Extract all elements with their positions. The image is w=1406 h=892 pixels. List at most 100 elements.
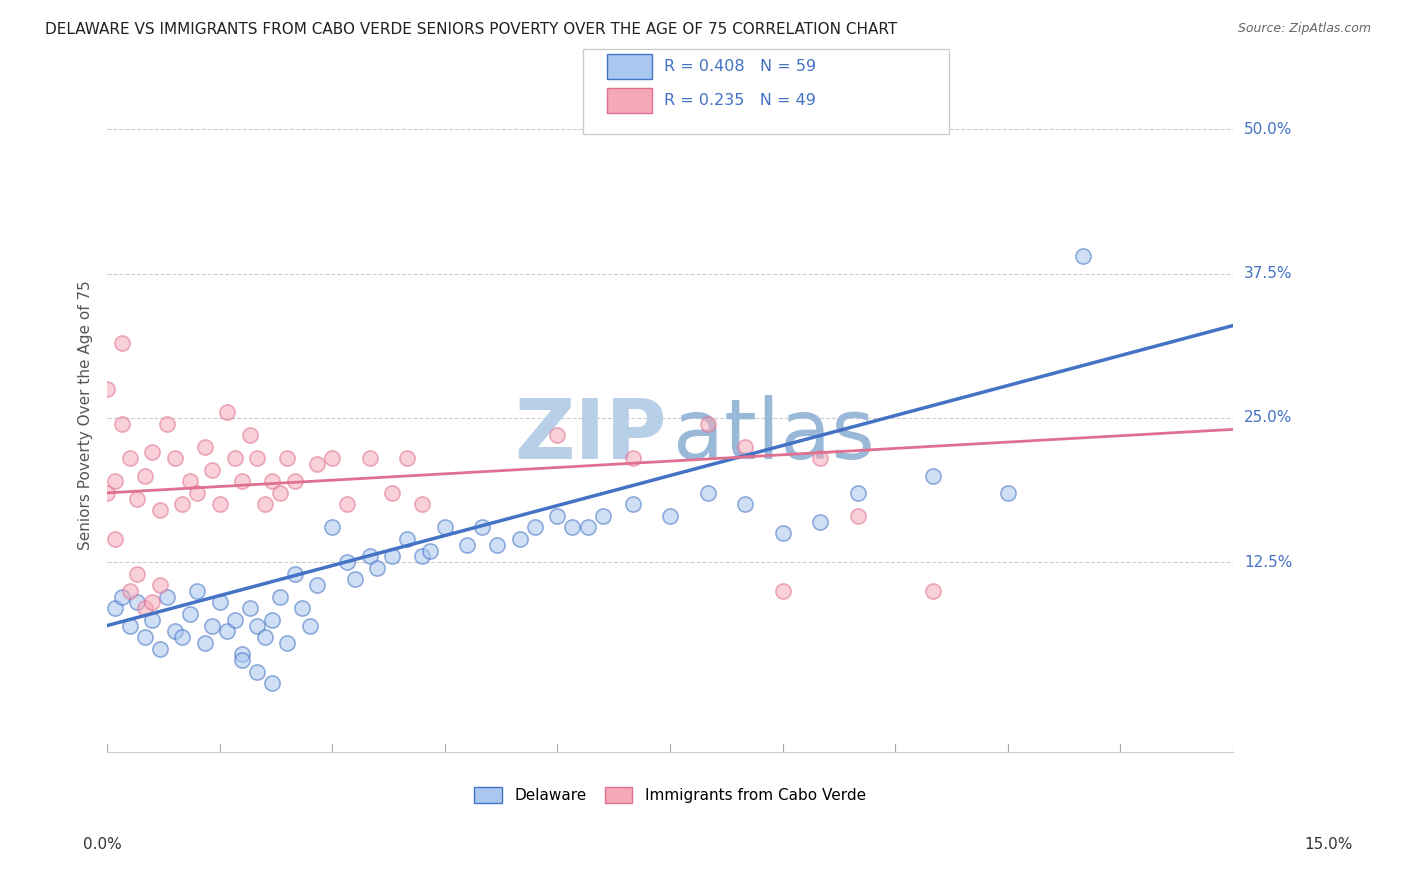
Point	[118, 618, 141, 632]
Point	[547, 428, 569, 442]
Point	[111, 590, 134, 604]
Point	[284, 475, 307, 489]
Point	[921, 468, 943, 483]
Point	[262, 676, 284, 690]
Point	[104, 475, 127, 489]
Point	[1071, 249, 1094, 263]
Point	[224, 451, 246, 466]
Text: 37.5%: 37.5%	[1244, 266, 1292, 281]
Point	[134, 468, 156, 483]
Point	[321, 520, 343, 534]
Point	[194, 440, 217, 454]
Point	[134, 601, 156, 615]
Point	[921, 583, 943, 598]
Text: atlas: atlas	[673, 395, 875, 475]
Point	[118, 451, 141, 466]
Text: Source: ZipAtlas.com: Source: ZipAtlas.com	[1237, 22, 1371, 36]
Point	[336, 497, 359, 511]
Point	[201, 618, 224, 632]
Point	[808, 515, 831, 529]
Text: ZIP: ZIP	[515, 395, 666, 475]
Point	[366, 561, 388, 575]
Point	[194, 636, 217, 650]
Point	[359, 451, 381, 466]
Point	[253, 630, 276, 644]
Point	[846, 508, 869, 523]
Point	[381, 549, 404, 564]
Point	[433, 520, 456, 534]
Text: 12.5%: 12.5%	[1244, 555, 1292, 570]
Point	[846, 486, 869, 500]
Point	[118, 583, 141, 598]
Point	[486, 538, 509, 552]
Point	[576, 520, 599, 534]
Point	[321, 451, 343, 466]
Text: DELAWARE VS IMMIGRANTS FROM CABO VERDE SENIORS POVERTY OVER THE AGE OF 75 CORREL: DELAWARE VS IMMIGRANTS FROM CABO VERDE S…	[45, 22, 897, 37]
Point	[96, 486, 118, 500]
Y-axis label: Seniors Poverty Over the Age of 75: Seniors Poverty Over the Age of 75	[79, 280, 93, 549]
Point	[997, 486, 1019, 500]
Point	[127, 595, 149, 609]
Point	[298, 618, 321, 632]
Point	[246, 451, 269, 466]
Point	[179, 607, 201, 621]
Point	[276, 451, 298, 466]
Point	[307, 457, 329, 471]
Point	[208, 595, 231, 609]
Point	[343, 573, 366, 587]
Point	[246, 618, 269, 632]
Point	[336, 555, 359, 569]
Point	[163, 624, 186, 639]
Point	[239, 601, 262, 615]
Point	[111, 335, 134, 350]
Point	[141, 445, 163, 459]
Point	[111, 417, 134, 431]
Point	[246, 665, 269, 679]
Point	[284, 566, 307, 581]
Point	[621, 497, 644, 511]
Point	[163, 451, 186, 466]
Point	[217, 624, 239, 639]
Point	[592, 508, 614, 523]
Point	[239, 428, 262, 442]
Point	[307, 578, 329, 592]
Point	[734, 440, 756, 454]
Point	[231, 653, 253, 667]
Point	[96, 382, 118, 396]
Point	[149, 641, 172, 656]
Point	[411, 497, 433, 511]
Point	[269, 590, 291, 604]
Point	[149, 503, 172, 517]
Point	[696, 417, 718, 431]
Point	[156, 590, 179, 604]
Point	[456, 538, 478, 552]
Point	[262, 613, 284, 627]
Point	[172, 630, 194, 644]
Text: 25.0%: 25.0%	[1244, 410, 1292, 425]
Point	[808, 451, 831, 466]
Text: R = 0.408   N = 59: R = 0.408 N = 59	[664, 59, 815, 74]
Point	[217, 405, 239, 419]
Point	[127, 491, 149, 506]
Point	[104, 532, 127, 546]
Point	[141, 595, 163, 609]
Point	[104, 601, 127, 615]
Point	[253, 497, 276, 511]
Point	[224, 613, 246, 627]
Point	[201, 463, 224, 477]
Point	[291, 601, 314, 615]
Point	[262, 475, 284, 489]
Point	[396, 532, 419, 546]
Point	[231, 648, 253, 662]
Point	[381, 486, 404, 500]
Point	[696, 486, 718, 500]
Point	[127, 566, 149, 581]
Point	[419, 543, 441, 558]
Text: R = 0.235   N = 49: R = 0.235 N = 49	[664, 93, 815, 108]
Point	[149, 578, 172, 592]
Point	[547, 508, 569, 523]
Point	[231, 475, 253, 489]
Point	[659, 508, 682, 523]
Point	[509, 532, 531, 546]
Point	[186, 583, 208, 598]
